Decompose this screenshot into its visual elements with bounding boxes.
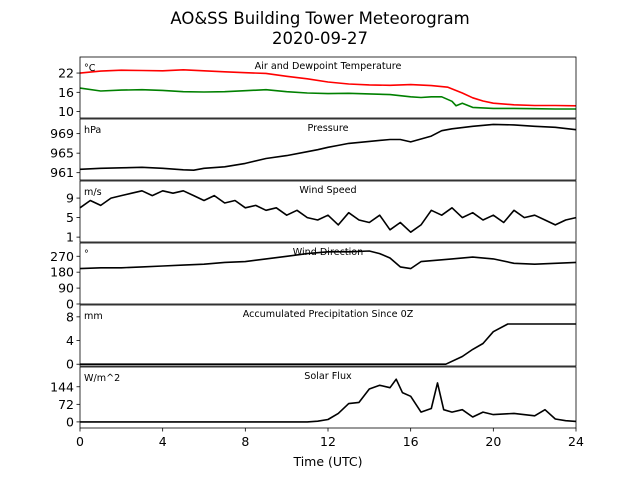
y-tick-label: 961 [50, 165, 74, 180]
y-tick-label: 9 [66, 191, 74, 206]
y-tick-label: 4 [66, 333, 74, 348]
x-tick-label: 8 [241, 434, 249, 449]
panel-title: Pressure [308, 123, 349, 134]
panel-unit: W/m^2 [84, 373, 120, 384]
y-tick-label: 22 [58, 66, 74, 81]
panel-temperature: 10 16 22 Air and Dewpoint Temperature °C [58, 56, 577, 119]
y-tick-label: 16 [58, 85, 74, 100]
x-tick-label: 20 [485, 434, 501, 449]
temperature-line [79, 69, 577, 107]
solar_flux-line [80, 378, 577, 423]
panel-unit: hPa [84, 125, 101, 136]
panel-unit: ° [84, 249, 89, 260]
precipitation-line [80, 323, 576, 366]
x-tick-label: 12 [320, 434, 336, 449]
panel-title: Accumulated Precipitation Since 0Z [243, 309, 414, 320]
x-tick-label: 4 [159, 434, 167, 449]
panel-unit: °C [84, 63, 96, 74]
x-tick-label: 0 [76, 434, 84, 449]
panel-frame [79, 56, 577, 119]
y-tick-label: 0 [66, 357, 74, 372]
panel-frame [79, 118, 577, 181]
figure-title: AO&SS Building Tower Meteorogram [170, 9, 469, 28]
x-axis-label: Time (UTC) [292, 454, 362, 469]
y-tick-label: 0 [66, 414, 74, 429]
y-tick-label: 180 [50, 265, 74, 280]
x-axis: 0 4 8 12 16 20 24 [76, 428, 584, 449]
panel-solar_flux: 0 72 144 Solar Flux W/m^2 [50, 366, 577, 429]
panel-wind_speed: 1 5 9 Wind Speed m/s [66, 180, 577, 245]
panel-title: Air and Dewpoint Temperature [255, 61, 402, 72]
panel-frame [79, 180, 577, 243]
y-tick-label: 72 [58, 397, 74, 412]
wind_speed-line [79, 190, 577, 233]
y-tick-label: 969 [50, 126, 74, 141]
y-tick-label: 10 [58, 104, 74, 119]
figure-date: 2020-09-27 [272, 29, 368, 48]
y-tick-label: 90 [58, 281, 74, 296]
panel-pressure: 961 965 969 Pressure hPa [50, 118, 577, 181]
panel-title: Solar Flux [304, 371, 352, 382]
pressure-line [79, 123, 577, 171]
x-tick-label: 16 [403, 434, 419, 449]
panel-frame [79, 242, 577, 305]
y-tick-label: 0 [66, 297, 74, 312]
x-tick-label: 24 [568, 434, 584, 449]
y-tick-label: 8 [66, 309, 74, 324]
y-tick-label: 1 [66, 230, 74, 245]
panel-title: Wind Speed [299, 185, 356, 196]
y-tick-label: 144 [50, 379, 74, 394]
y-tick-label: 5 [66, 210, 74, 225]
panel-precipitation: 0 4 8 Accumulated Precipitation Since 0Z mm [66, 304, 577, 372]
panel-unit: m/s [84, 187, 102, 198]
y-tick-label: 965 [50, 146, 74, 161]
dewpoint-line [79, 87, 576, 110]
panel-title: Wind Direction [293, 247, 364, 258]
panel-unit: mm [84, 311, 103, 322]
y-tick-label: 270 [50, 249, 74, 264]
panel-frame [79, 304, 577, 367]
wind_direction-line [79, 250, 577, 270]
